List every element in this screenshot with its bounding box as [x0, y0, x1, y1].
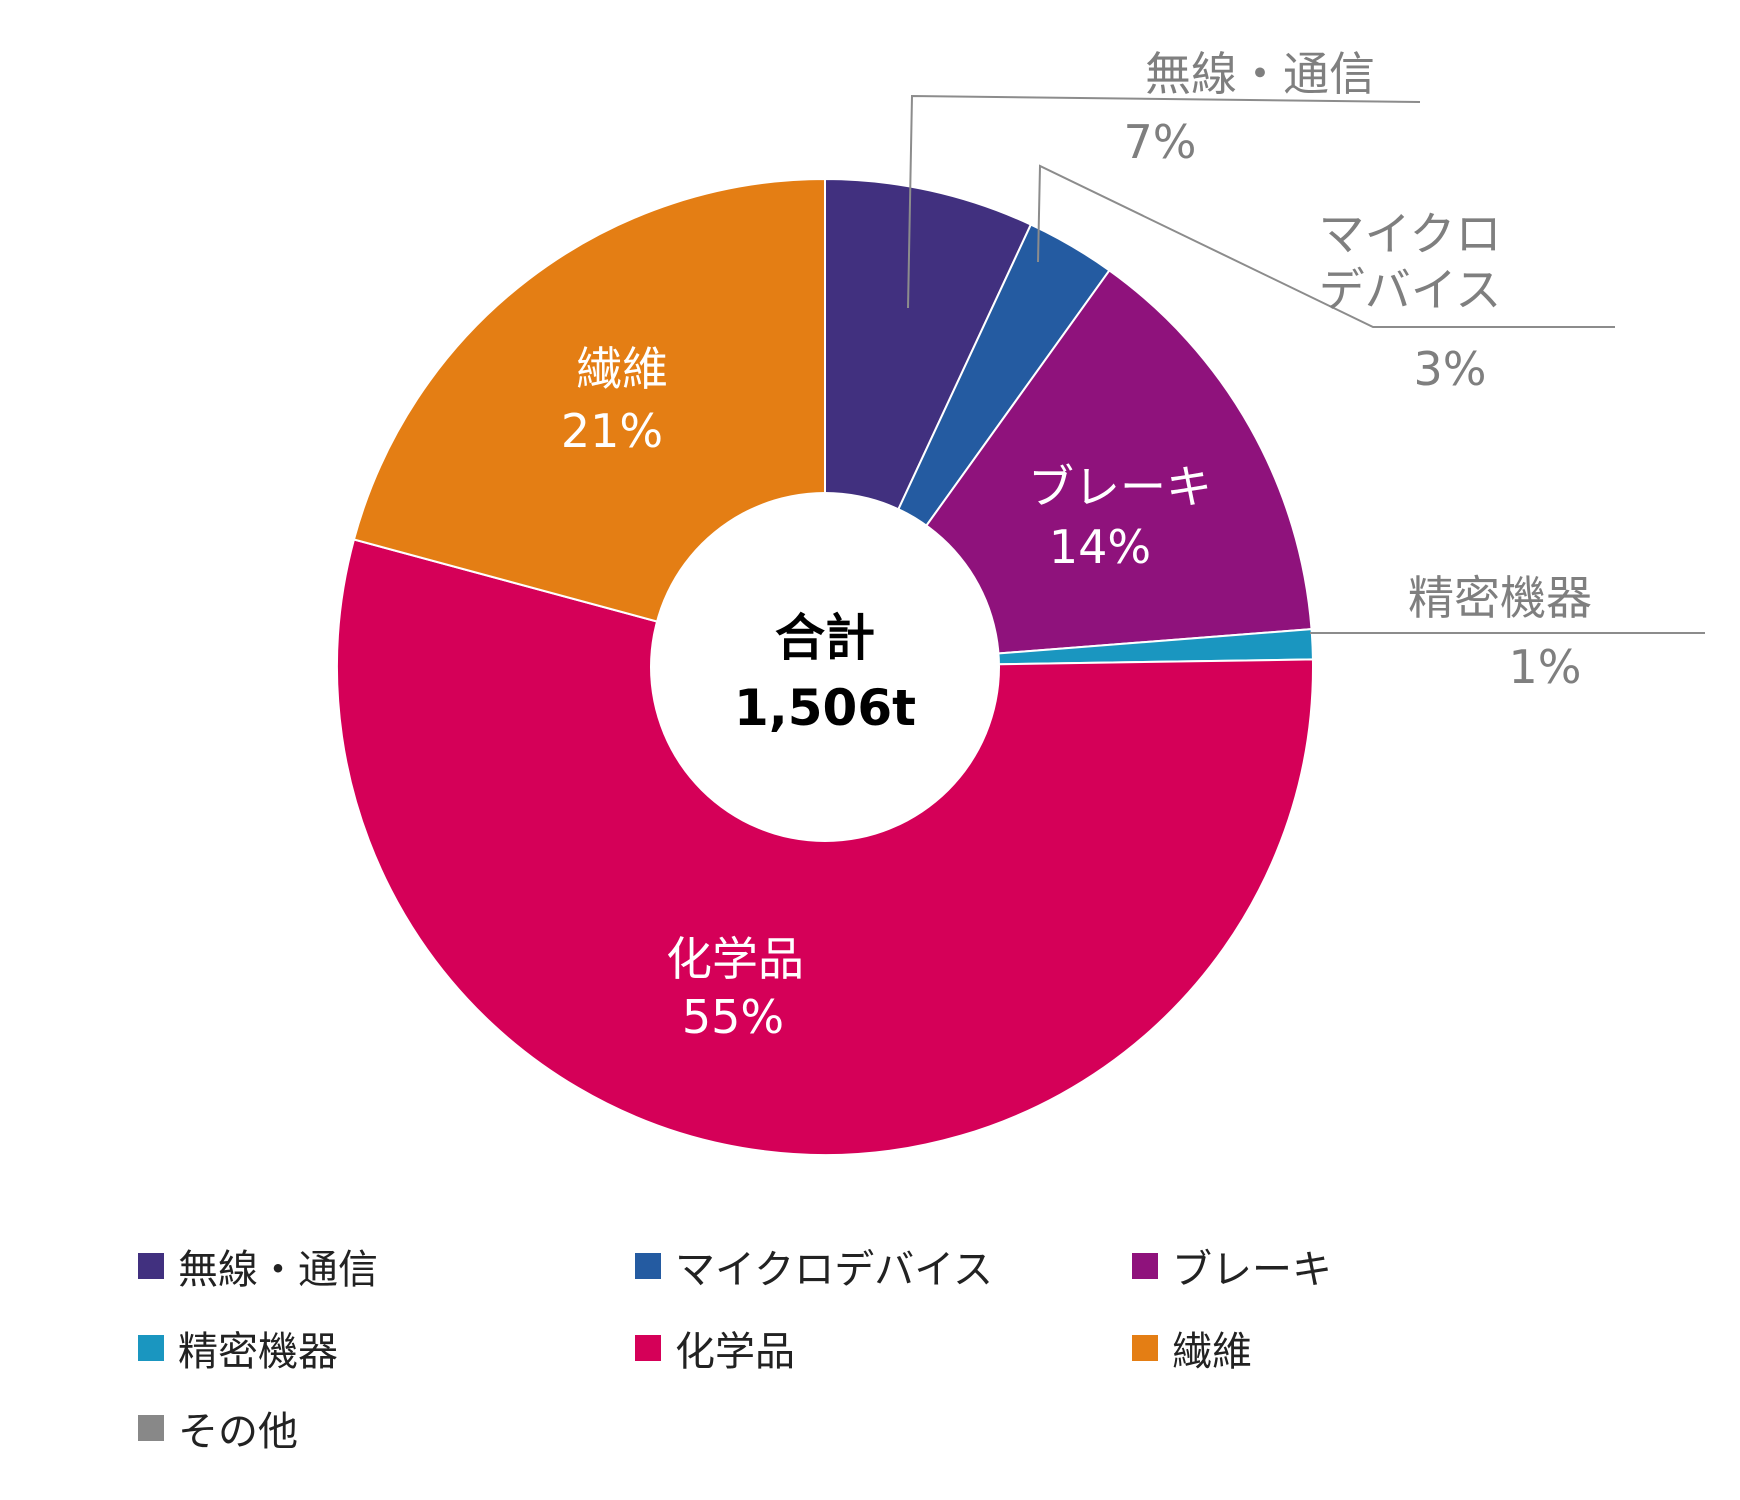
slice-label-name-1-1: デバイス — [1319, 263, 1502, 317]
slice-label-name-1-0: マイクロ — [1318, 207, 1501, 261]
legend-swatch — [138, 1415, 164, 1441]
legend-label: 化学品 — [675, 1329, 795, 1375]
legend-item: 精密機器 — [138, 1319, 338, 1377]
slice-label-name-3-0: 精密機器 — [1408, 571, 1592, 625]
legend-item: マイクロデバイス — [635, 1237, 993, 1295]
slice-label-percent-3: 1% — [1509, 640, 1582, 694]
slice-label-name-2: ブレーキ — [1028, 460, 1212, 514]
legend-label: ブレーキ — [1172, 1247, 1332, 1293]
slice-label-percent-1: 3% — [1414, 342, 1487, 396]
legend-swatch — [635, 1335, 661, 1361]
center-total: 1,506t — [734, 679, 916, 737]
slice-label-name-5: 繊維 — [576, 342, 668, 396]
leader-line-0 — [907, 94, 1421, 309]
legend-label: マイクロデバイス — [675, 1247, 993, 1293]
leader-lines — [907, 94, 1705, 634]
slice-label-percent-4: 55% — [682, 990, 784, 1044]
slice-label-percent-2: 14% — [1049, 520, 1151, 574]
legend-swatch — [138, 1253, 164, 1279]
slice-label-name-4: 化学品 — [666, 932, 804, 986]
legend-item: ブレーキ — [1132, 1237, 1332, 1295]
legend-swatch — [1132, 1335, 1158, 1361]
slice-label-percent-5: 21% — [561, 404, 663, 458]
legend-label: その他 — [178, 1409, 298, 1455]
legend-swatch — [1132, 1253, 1158, 1279]
center-title: 合計 — [775, 609, 875, 667]
leader-line-1 — [1037, 164, 1615, 328]
slice-4 — [335, 538, 1314, 1156]
donut-hole — [650, 492, 1000, 842]
slice-label-name-0-0: 無線・通信 — [1145, 47, 1375, 101]
legend-item: 化学品 — [635, 1319, 795, 1377]
legend-item: 無線・通信 — [138, 1237, 378, 1295]
legend-label: 無線・通信 — [178, 1247, 378, 1293]
legend-item: その他 — [138, 1399, 298, 1457]
legend-swatch — [635, 1253, 661, 1279]
slice-label-percent-0: 7% — [1124, 115, 1197, 169]
legend-label: 繊維 — [1172, 1329, 1252, 1375]
legend-label: 精密機器 — [178, 1329, 338, 1375]
legend-item: 繊維 — [1132, 1319, 1252, 1377]
legend-swatch — [138, 1335, 164, 1361]
